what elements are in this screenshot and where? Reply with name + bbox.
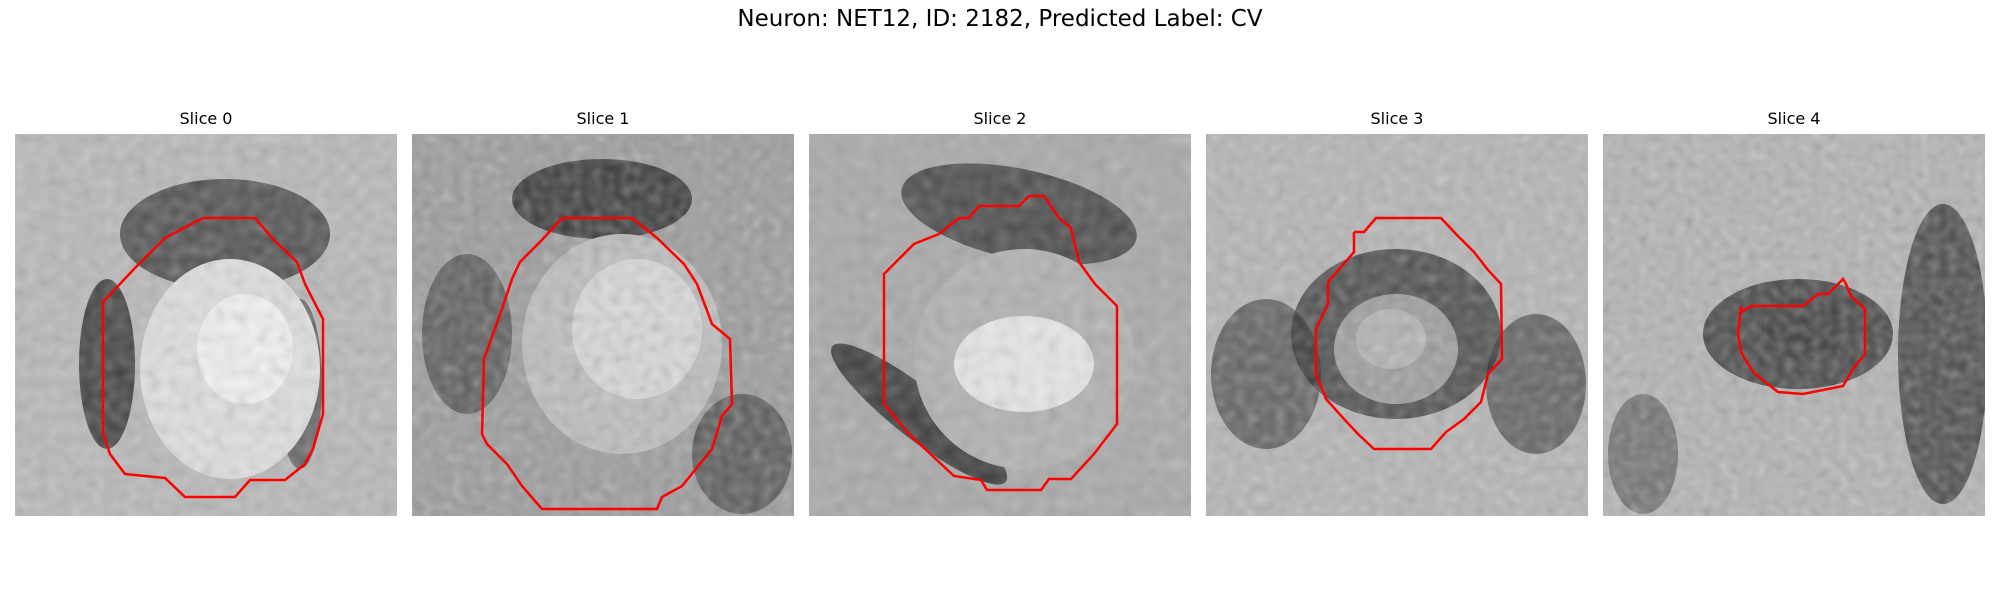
figure-title: Neuron: NET12, ID: 2182, Predicted Label… [737, 6, 1263, 32]
slice-title-4: Slice 4 [1767, 109, 1821, 128]
slice-title-1: Slice 1 [576, 109, 630, 128]
slice-image-2 [809, 134, 1191, 516]
slice-title-2: Slice 2 [973, 109, 1027, 128]
slice-image-4 [1603, 134, 1985, 516]
slice-image-1 [412, 134, 794, 516]
slice-panel-4: Slice 4 [1603, 108, 1985, 516]
slice-title-3: Slice 3 [1370, 109, 1424, 128]
slice-panel-1: Slice 1 [412, 108, 794, 516]
slice-panel-2: Slice 2 [809, 108, 1191, 516]
slice-image-3 [1206, 134, 1588, 516]
slice-image-0 [15, 134, 397, 516]
slice-panel-3: Slice 3 [1206, 108, 1588, 516]
slice-panel-0: Slice 0 [15, 108, 397, 516]
slice-title-0: Slice 0 [179, 109, 233, 128]
